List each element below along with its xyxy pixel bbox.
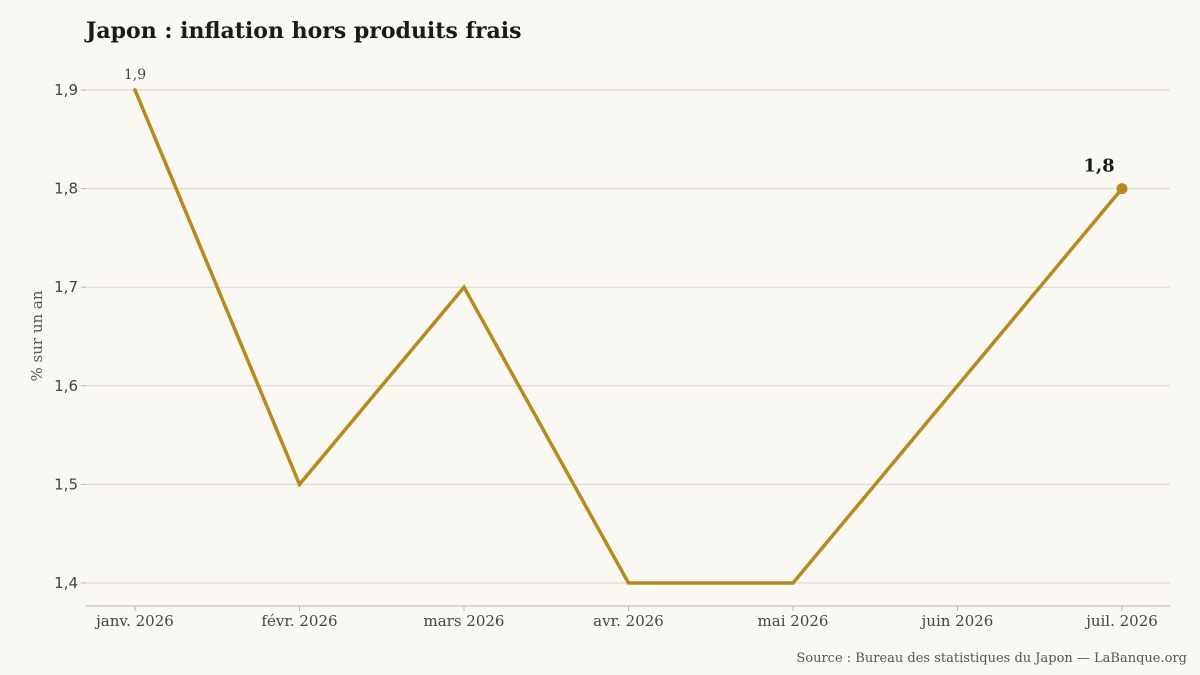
series-layer: [133, 88, 1128, 585]
data-labels: 1,9 1,8: [124, 67, 1115, 177]
chart-title: Japon : inflation hors produits frais: [86, 18, 522, 44]
x-tick-label: avr. 2026: [593, 612, 664, 630]
last-point-marker: [1116, 183, 1128, 195]
y-tick-label: 1,4: [54, 574, 78, 592]
series-line: [133, 88, 1124, 585]
x-tick-label: févr. 2026: [261, 612, 337, 630]
data-label-first: 1,9: [124, 67, 146, 83]
x-tick-label: mars 2026: [424, 612, 505, 630]
x-axis: janv. 2026 févr. 2026 mars 2026 avr. 2026 ma…: [94, 606, 1158, 630]
chart-source: Source : Bureau des statistiques du Japo…: [796, 651, 1187, 666]
grid-lines: [86, 89, 1170, 584]
x-tick-label: janv. 2026: [94, 612, 174, 630]
y-tick-label: 1,5: [54, 475, 78, 493]
x-tick-label: mai 2026: [758, 612, 829, 630]
y-tick-label: 1,8: [54, 180, 78, 198]
y-axis: 1,4 1,5 1,6 1,7 1,8 1,9: [54, 81, 86, 592]
x-tick-label: juin 2026: [920, 612, 994, 630]
y-tick-label: 1,9: [54, 81, 78, 99]
x-tick-label: juil. 2026: [1084, 612, 1158, 630]
y-tick-label: 1,7: [54, 278, 78, 296]
y-axis-label: % sur un an: [28, 290, 46, 381]
y-tick-label: 1,6: [54, 377, 78, 395]
data-label-last: 1,8: [1083, 156, 1114, 177]
